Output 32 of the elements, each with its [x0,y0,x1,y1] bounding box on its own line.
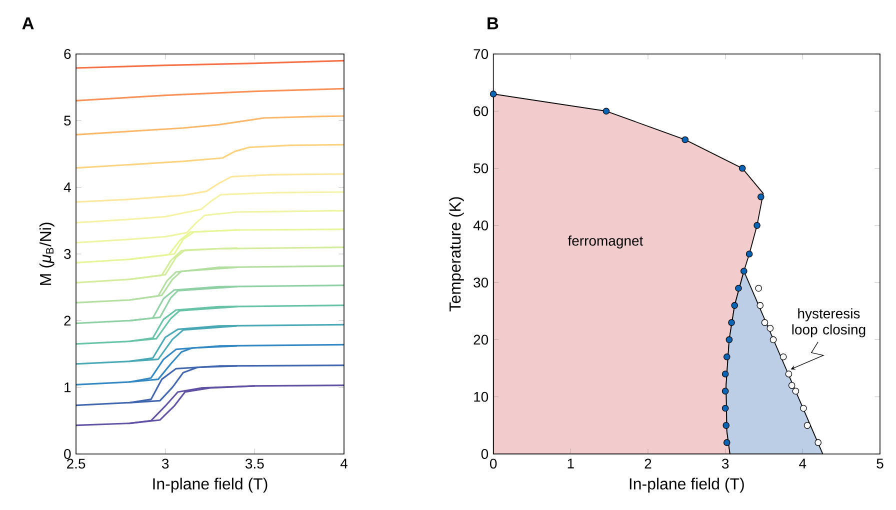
y-tick-label: 40 [473,220,488,230]
y-tick-label: 4 [64,182,71,192]
x-tick-label: 1 [568,458,574,468]
y-tick-label: 50 [474,163,488,174]
y-tick-label: 60 [474,106,488,116]
annotation: hysteresis loop closing [792,308,866,338]
y-tick-label: 6 [64,49,71,59]
x-tick-label: 0 [490,458,497,469]
y-axis-title: Temperature (K) [448,197,464,312]
y-tick-label: 10 [474,392,488,402]
x-axis-title: In-plane field (T) [153,478,268,493]
y-tick-label: 2 [64,316,71,326]
y-tick-label: 3 [64,249,71,259]
x-tick-label: 4 [799,458,806,468]
y-tick-label: 70 [474,49,488,59]
y-tick-label: 30 [474,278,488,288]
x-tick-label: 3 [162,458,169,469]
x-tick-label: 4 [340,458,348,468]
y-tick-label: 0 [64,449,71,459]
y-tick-label: 20 [474,334,488,345]
x-tick-label: 2.5 [66,458,86,469]
chart-title: A [22,17,34,30]
x-tick-label: 5 [876,458,884,468]
x-tick-label: 3.5 [245,458,264,469]
x-tick-label: 2 [644,458,652,468]
x-axis-title: In-plane field (T) [630,478,744,493]
annotation: ferromagnet [568,235,644,249]
chart-title: B [488,17,498,30]
y-tick-label: 5 [64,116,71,126]
y-tick-label: 1 [64,382,71,392]
x-tick-label: 3 [722,458,729,469]
y-tick-label: 0 [481,449,488,459]
